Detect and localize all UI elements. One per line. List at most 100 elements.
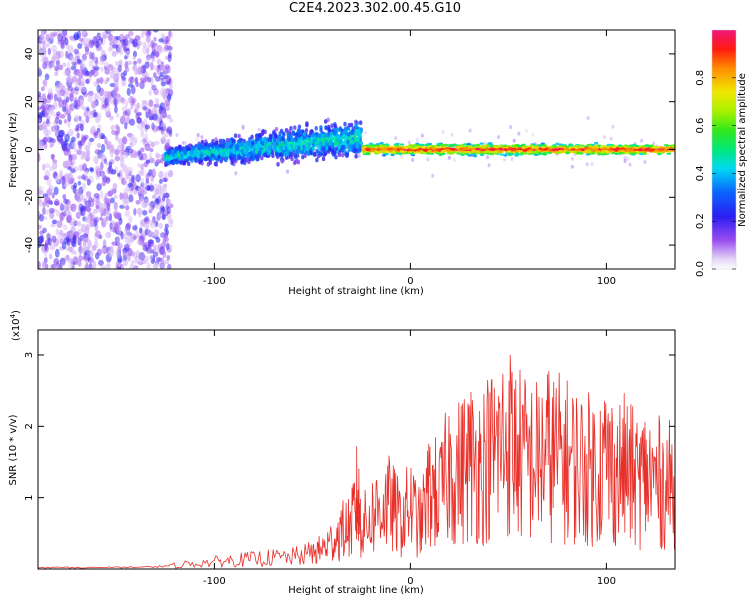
heatmap-cell: [149, 61, 154, 71]
heatmap-cell: [378, 150, 384, 154]
heatmap-cell: [521, 143, 526, 147]
heatmap-cell: [509, 152, 515, 156]
heatmap-cell: [144, 76, 149, 81]
heatmap-cell: [542, 144, 548, 147]
heatmap-cell: [38, 112, 44, 118]
heatmap-cell: [160, 63, 165, 72]
heatmap-cell: [484, 141, 488, 146]
y-tick-label: -40: [24, 237, 35, 253]
heatmap-cell: [51, 44, 58, 52]
heatmap-cell: [296, 149, 300, 155]
heatmap-cell: [166, 114, 172, 120]
heatmap-cell: [46, 118, 50, 125]
heatmap-cell: [62, 105, 67, 113]
heatmap-cell: [285, 151, 289, 157]
heatmap-cell: [112, 44, 119, 49]
heatmap-cell: [38, 118, 41, 124]
heatmap-cell: [489, 144, 494, 147]
heatmap-cell: [158, 109, 163, 115]
heatmap-cell: [468, 128, 472, 133]
heatmap-cell: [103, 61, 110, 68]
heatmap-cell: [132, 38, 138, 48]
heatmap-cell: [69, 257, 76, 263]
heatmap-cell: [121, 76, 127, 81]
heatmap-cell: [164, 104, 171, 112]
heatmap-cell: [86, 193, 91, 200]
heatmap-cell: [105, 263, 110, 269]
heatmap-cell: [56, 111, 61, 117]
heatmap-cell: [193, 156, 198, 162]
heatmap-cell: [53, 93, 58, 102]
heatmap-cell: [499, 153, 504, 156]
heatmap-cell: [81, 174, 86, 180]
heatmap-cell: [304, 128, 309, 133]
heatmap-cell: [195, 137, 199, 142]
heatmap-cell: [591, 145, 596, 149]
heatmap-cell: [39, 35, 46, 43]
heatmap-cell: [76, 132, 80, 139]
heatmap-cell: [109, 197, 115, 204]
heatmap-cell: [509, 125, 513, 130]
heatmap-cell: [66, 246, 71, 252]
heatmap-cell: [218, 150, 222, 156]
heatmap-cell: [123, 187, 129, 197]
heatmap-cell: [350, 130, 354, 135]
heatmap-cell: [83, 198, 87, 204]
heatmap-cell: [475, 147, 480, 151]
heatmap-cell: [627, 149, 632, 152]
heatmap-cell: [202, 149, 207, 155]
heatmap-cell: [297, 124, 302, 130]
heatmap-cell: [82, 163, 88, 172]
heatmap-cell: [349, 140, 353, 145]
heatmap-cell: [210, 141, 214, 147]
heatmap-cell: [100, 66, 104, 73]
heatmap-cell: [87, 94, 93, 103]
heatmap-cell: [314, 141, 318, 146]
heatmap-cell: [371, 145, 376, 149]
heatmap-cell: [319, 127, 323, 133]
heatmap-cell: [140, 198, 145, 205]
heatmap-cell: [122, 198, 126, 208]
heatmap-cell: [132, 225, 138, 231]
heatmap-cell: [88, 249, 94, 259]
heatmap-cell: [415, 145, 421, 149]
heatmap-cell: [100, 161, 104, 171]
heatmap-cell: [380, 147, 386, 151]
heatmap-cell: [38, 66, 42, 72]
heatmap-cell: [415, 138, 419, 143]
heatmap-cell: [601, 147, 607, 151]
heatmap-cell: [126, 112, 130, 118]
heatmap-cell: [137, 66, 141, 75]
heatmap-cell: [110, 144, 115, 153]
heatmap-cell: [657, 152, 662, 156]
heatmap-cell: [51, 61, 55, 68]
heatmap-cell: [59, 212, 65, 221]
heatmap-cell: [84, 43, 89, 50]
heatmap-cell: [60, 40, 65, 49]
heatmap-cell: [122, 259, 128, 266]
heatmap-cell: [542, 152, 547, 155]
heatmap-cell: [268, 134, 273, 140]
heatmap-cell: [106, 202, 110, 211]
heatmap-cell: [384, 143, 390, 146]
heatmap-cell: [603, 135, 607, 140]
heatmap-cell: [136, 124, 143, 129]
heatmap-cell: [435, 149, 440, 152]
heatmap-cell: [105, 177, 111, 184]
heatmap-cell: [311, 132, 316, 138]
heatmap-cell: [354, 147, 358, 153]
heatmap-cell: [267, 145, 272, 151]
heatmap-cell: [660, 146, 665, 150]
heatmap-cell: [124, 205, 130, 211]
heatmap-cell: [486, 155, 490, 160]
heatmap-cell: [55, 85, 60, 93]
heatmap-cell: [126, 87, 131, 96]
heatmap-cell: [148, 205, 153, 211]
heatmap-cell: [124, 169, 129, 175]
heatmap-cell: [364, 147, 369, 150]
heatmap-cell: [97, 154, 101, 160]
heatmap-cell: [97, 259, 104, 266]
heatmap-cell: [330, 147, 335, 153]
heatmap-cell: [80, 64, 86, 71]
heatmap-cell: [179, 160, 183, 165]
